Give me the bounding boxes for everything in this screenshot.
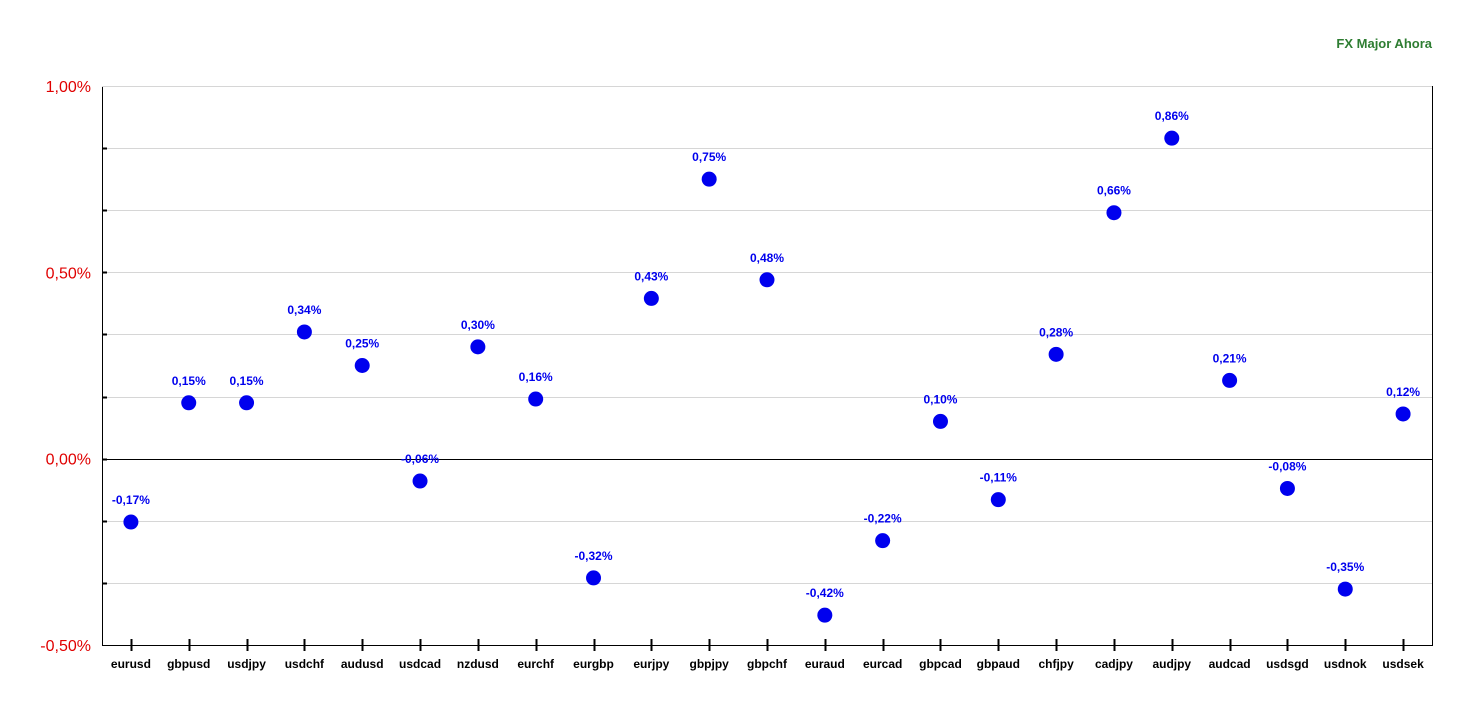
data-label-eurjpy: 0,43% xyxy=(634,269,668,283)
x-tick-label: usdsek xyxy=(1382,657,1424,671)
data-label-eurusd: -0,17% xyxy=(112,493,150,507)
x-tick-label: gbpusd xyxy=(167,657,210,671)
x-tick-label: usdnok xyxy=(1324,657,1367,671)
x-tick-label: cadjpy xyxy=(1095,657,1133,671)
x-tick-label: chfjpy xyxy=(1038,657,1074,671)
data-point-cadjpy xyxy=(1106,205,1122,221)
data-labels: -0,17% 0,15% 0,15% 0,34% 0,25% -0,06% 0,30% 0,1… xyxy=(112,109,1421,600)
data-point-gbpjpy xyxy=(701,171,717,187)
data-label-gbpaud: -0,11% xyxy=(980,471,1018,485)
data-label-usdcad: -0,06% xyxy=(401,452,439,466)
legend-label: FX Major Ahora xyxy=(1336,36,1432,51)
data-point-eurcad xyxy=(875,533,891,549)
y-tick-label: 0,00% xyxy=(46,452,91,469)
y-axis-ticks: -0,50% 0,00% 0,50% 1,00% xyxy=(40,79,107,655)
x-tick-label: nzdusd xyxy=(457,657,499,671)
data-point-usdchf xyxy=(296,324,312,340)
x-tick-label: eurjpy xyxy=(633,657,669,671)
gridlines xyxy=(102,148,1432,584)
y-tick-label: -0,50% xyxy=(40,638,91,655)
data-point-gbpaud xyxy=(990,492,1006,508)
data-label-gbpchf: 0,48% xyxy=(750,251,784,265)
x-tick-label: usdsgd xyxy=(1266,657,1309,671)
data-point-audusd xyxy=(354,358,370,373)
data-label-audusd: 0,25% xyxy=(345,337,379,351)
data-label-eurchf: 0,16% xyxy=(519,370,553,384)
data-point-nzdusd xyxy=(470,339,486,355)
data-label-usdjpy: 0,15% xyxy=(230,374,264,388)
data-label-usdsek: 0,12% xyxy=(1386,385,1420,399)
data-point-usdjpy xyxy=(239,395,255,411)
data-point-usdcad xyxy=(412,473,428,489)
data-label-usdnok: -0,35% xyxy=(1326,560,1364,574)
data-point-usdnok xyxy=(1337,581,1353,597)
data-label-usdsgd: -0,08% xyxy=(1268,459,1306,473)
data-label-euraud: -0,42% xyxy=(806,586,844,600)
data-point-gbpchf xyxy=(759,272,775,288)
data-label-gbpcad: 0,10% xyxy=(923,392,957,406)
data-label-chfjpy: 0,28% xyxy=(1039,325,1073,339)
data-point-gbpusd xyxy=(181,395,197,411)
x-tick-label: eurgbp xyxy=(573,657,614,671)
data-points xyxy=(123,130,1411,623)
data-point-audjpy xyxy=(1164,130,1180,146)
x-tick-label: audcad xyxy=(1209,657,1251,671)
data-point-gbpcad xyxy=(932,413,948,429)
data-point-usdsek xyxy=(1395,406,1411,422)
x-tick-label: gbpaud xyxy=(977,657,1020,671)
data-label-eurgbp: -0,32% xyxy=(575,549,613,563)
data-point-usdsgd xyxy=(1279,480,1295,496)
data-point-eurjpy xyxy=(643,290,659,306)
x-tick-label: gbpchf xyxy=(747,657,788,671)
data-point-eurgbp xyxy=(586,570,602,586)
data-label-cadjpy: 0,66% xyxy=(1097,184,1131,198)
data-point-euraud xyxy=(817,607,833,623)
data-point-chfjpy xyxy=(1048,346,1064,362)
x-tick-label: euraud xyxy=(805,657,845,671)
data-label-gbpusd: 0,15% xyxy=(172,374,206,388)
data-label-audjpy: 0,86% xyxy=(1155,109,1189,123)
x-tick-label: eurcad xyxy=(863,657,902,671)
data-point-eurchf xyxy=(528,391,544,407)
x-tick-label: usdcad xyxy=(399,657,441,671)
data-label-gbpjpy: 0,75% xyxy=(692,150,726,164)
x-tick-label: gbpcad xyxy=(919,657,962,671)
x-tick-label: audjpy xyxy=(1152,657,1191,671)
x-axis-ticks: eurusd gbpusd usdjpy usdchf audusd usdcad nzdu… xyxy=(111,639,1424,671)
x-tick-label: usdchf xyxy=(285,657,325,671)
data-label-eurcad: -0,22% xyxy=(864,512,902,526)
data-label-usdchf: 0,34% xyxy=(287,303,321,317)
x-tick-label: eurchf xyxy=(517,657,555,671)
x-tick-label: gbpjpy xyxy=(690,657,730,671)
x-tick-label: audusd xyxy=(341,657,384,671)
data-label-audcad: 0,21% xyxy=(1213,351,1247,365)
x-tick-label: usdjpy xyxy=(227,657,266,671)
y-tick-label: 0,50% xyxy=(46,265,91,282)
data-point-audcad xyxy=(1222,372,1238,388)
axes xyxy=(102,86,1433,646)
y-tick-label: 1,00% xyxy=(46,79,91,96)
data-label-nzdusd: 0,30% xyxy=(461,318,495,332)
x-tick-label: eurusd xyxy=(111,657,151,671)
data-point-eurusd xyxy=(123,514,139,530)
